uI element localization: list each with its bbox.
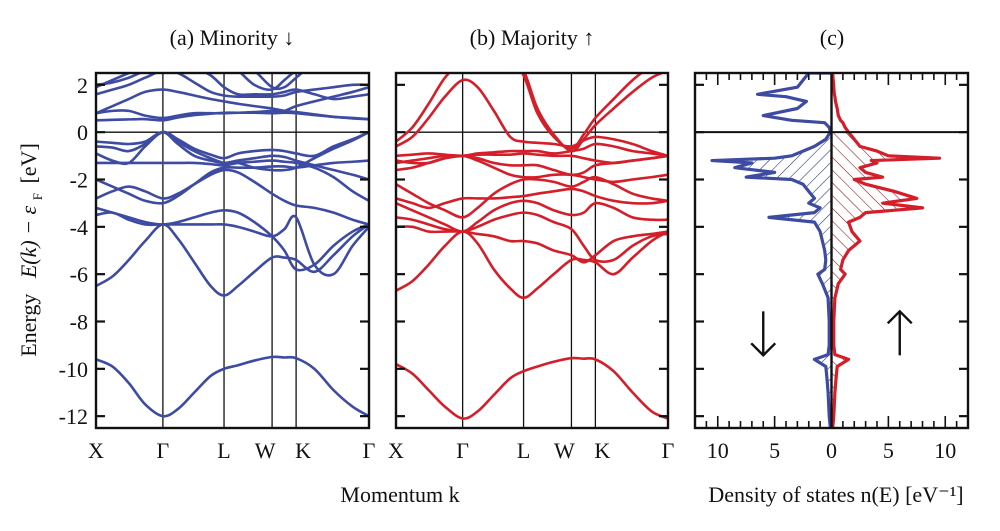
arrow-up-head — [886, 309, 913, 325]
kpoint-label-0: X — [88, 438, 104, 463]
y-tick-label: -10 — [59, 357, 88, 382]
band-12 — [396, 73, 666, 153]
band-13 — [520, 73, 644, 151]
kpoint-label-5: Γ — [363, 438, 376, 463]
band-9 — [96, 130, 369, 172]
y-tick-label: -2 — [70, 168, 88, 193]
y-tick-label: -8 — [70, 310, 88, 335]
panel-frame — [94, 71, 371, 430]
y-tick-label: -6 — [70, 262, 88, 287]
band-12 — [96, 88, 369, 121]
dos-curve-majority — [831, 73, 942, 428]
x-tick-label: 5 — [883, 438, 894, 463]
band-5 — [96, 159, 369, 205]
kpoint-label-2: L — [217, 438, 230, 463]
y-label-energy: Energy — [16, 294, 41, 357]
band-14 — [96, 73, 369, 101]
x-tick-label: 10 — [707, 438, 729, 463]
band-8 — [396, 154, 668, 177]
band-2 — [396, 225, 668, 264]
band-6 — [396, 175, 668, 219]
x-axis-label-dos: Density of states n(E) [eV⁻¹] — [708, 482, 963, 507]
band-3 — [396, 211, 668, 264]
kpoint-label-3: W — [255, 438, 276, 463]
svg-text:Energy E(k) − ε F: Energy E(k) − ε F [eV] — [16, 143, 47, 357]
kpoint-label-4: K — [295, 438, 311, 463]
band-11 — [396, 78, 668, 158]
band-0 — [396, 356, 668, 420]
dos-occupied-fill-majority — [831, 132, 940, 428]
bands-group — [96, 73, 369, 418]
y-tick-label: -12 — [59, 404, 88, 429]
y-label-unit: [eV] — [16, 143, 41, 183]
dos-group — [710, 73, 942, 428]
kpoint-label-3: W — [554, 438, 575, 463]
band-10 — [396, 142, 668, 158]
kpoint-label-0: X — [388, 438, 404, 463]
x-tick-label: 5 — [769, 438, 780, 463]
panel-a-minority-bands: X Γ L W K Γ 2 0 -2 -4 -6 -8 -10 -12 — [59, 71, 376, 463]
band-5 — [396, 187, 668, 210]
y-tick-label: 2 — [77, 73, 88, 98]
kpoint-label-4: K — [594, 438, 610, 463]
kpoint-label-1: Γ — [157, 438, 170, 463]
x-axis-label-momentum: Momentum k — [340, 482, 459, 507]
band-15 — [96, 73, 295, 92]
panel-a-title: (a) Minority ↓ — [170, 25, 295, 50]
band-11 — [96, 85, 369, 120]
band-13 — [96, 73, 369, 99]
band-4 — [96, 168, 369, 226]
band-0 — [96, 355, 369, 418]
dos-curve-minority — [710, 73, 832, 428]
y-label-formula: E(k) − ε — [16, 205, 41, 279]
y-tick-label: 0 — [77, 120, 88, 145]
y-tick-label: -4 — [70, 215, 88, 240]
band-4 — [396, 199, 668, 233]
band-9 — [396, 152, 668, 165]
kpoint-label-5: Γ — [662, 438, 675, 463]
y-label-subscript: F — [30, 193, 45, 200]
panel-frame — [394, 71, 670, 430]
panel-c-dos: 10 5 0 5 10 — [693, 71, 970, 463]
panel-frame — [693, 71, 970, 430]
panel-c-title: (c) — [820, 25, 844, 50]
x-tick-label: 10 — [934, 438, 956, 463]
panel-b-title: (b) Majority ↑ — [470, 25, 595, 50]
band-6 — [96, 159, 369, 202]
band-1 — [396, 230, 668, 300]
band-1 — [96, 223, 369, 297]
kpoint-label-1: Γ — [456, 438, 469, 463]
bands-group — [396, 73, 668, 420]
band-2 — [96, 211, 369, 277]
arrow-down-head — [750, 342, 777, 358]
dos-occupied-fill-minority — [712, 132, 832, 428]
kpoint-label-2: L — [517, 438, 530, 463]
band-8 — [96, 130, 369, 160]
band-3 — [96, 206, 369, 272]
y-axis-label: Energy E(k) − ε F [eV] — [16, 143, 47, 357]
x-tick-label: 0 — [826, 438, 837, 463]
